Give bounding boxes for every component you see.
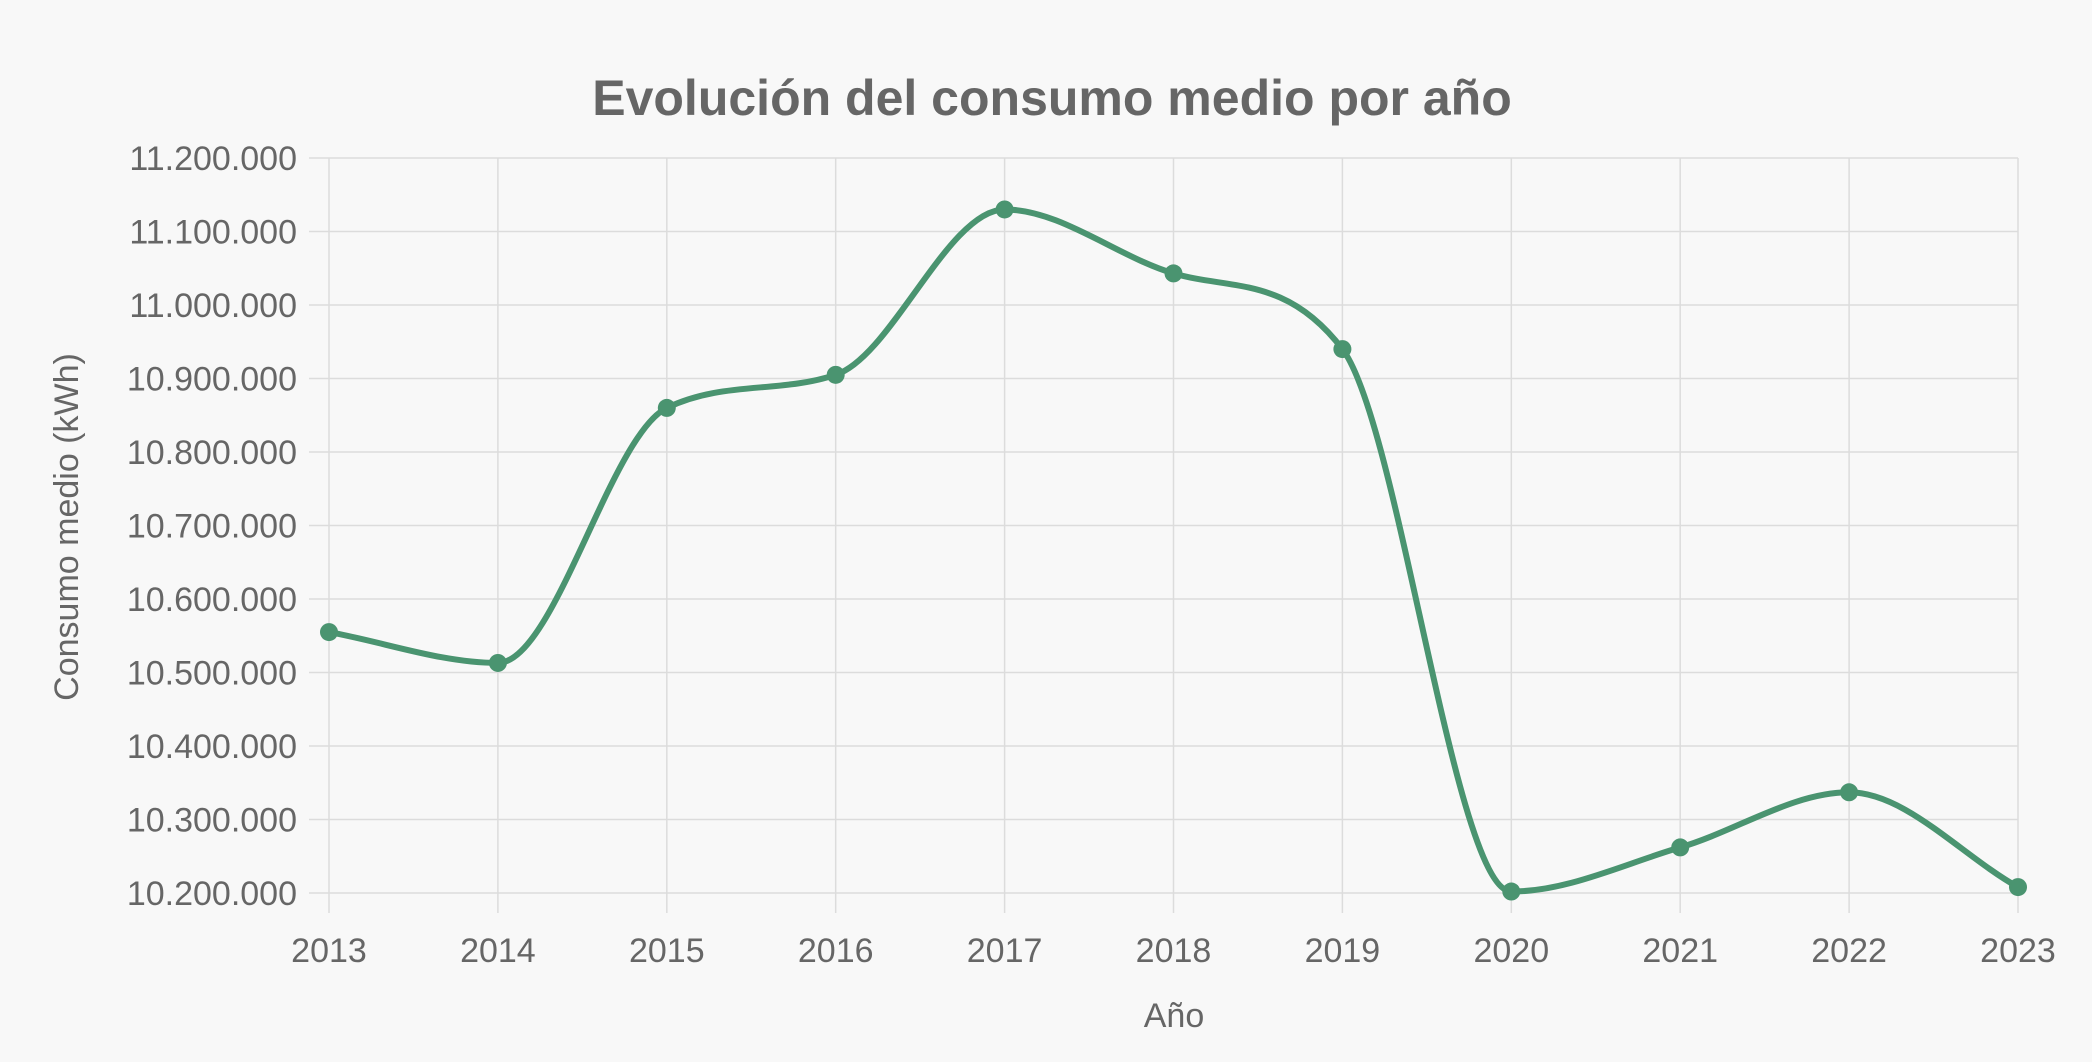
- y-tick-label: 10.200.000: [127, 875, 297, 913]
- x-tick-label: 2023: [1980, 932, 2056, 970]
- x-tick-label: 2017: [967, 932, 1043, 970]
- chart-title: Evolución del consumo medio por año: [592, 70, 1512, 126]
- x-tick-label: 2014: [460, 932, 536, 970]
- x-tick-label: 2018: [1136, 932, 1212, 970]
- x-tick-label: 2020: [1473, 932, 1549, 970]
- data-point: [320, 623, 338, 642]
- data-point: [657, 398, 676, 417]
- y-tick-label: 10.500.000: [127, 655, 297, 693]
- y-tick-label: 10.600.000: [127, 581, 297, 619]
- x-tick-label: 2015: [629, 932, 705, 970]
- series-line: [326, 206, 2021, 895]
- data-points: [320, 200, 2027, 901]
- y-tick-label: 10.900.000: [127, 361, 297, 399]
- data-point: [1840, 783, 1859, 802]
- data-point: [2009, 878, 2027, 897]
- y-tick-label: 11.200.000: [129, 140, 297, 178]
- x-tick-label: 2013: [291, 932, 367, 970]
- y-tick-label: 10.300.000: [127, 802, 297, 840]
- data-point: [995, 200, 1014, 219]
- data-point: [1671, 838, 1690, 857]
- data-point: [1333, 340, 1352, 359]
- x-axis-title: Año: [1144, 997, 1205, 1035]
- x-axis-ticks: 2013 2014 2015 2016 2017 2018 2019 2020 2021 2022…: [291, 932, 2056, 970]
- y-axis-ticks: 11.200.000 11.100.000 11.000.000 10.900.000…: [127, 140, 297, 913]
- y-tick-label: 10.700.000: [127, 508, 297, 546]
- y-tick-label: 10.800.000: [127, 434, 297, 472]
- x-tick-label: 2021: [1642, 932, 1718, 970]
- y-tick-label: 11.100.000: [129, 214, 297, 252]
- data-point: [1502, 882, 1521, 901]
- y-tick-label: 10.400.000: [127, 728, 297, 766]
- y-tick-label: 11.000.000: [129, 287, 297, 325]
- x-tick-label: 2022: [1811, 932, 1887, 970]
- data-point: [1164, 264, 1183, 283]
- data-point: [488, 653, 507, 672]
- data-point: [826, 365, 845, 384]
- x-tick-label: 2019: [1305, 932, 1381, 970]
- x-tick-label: 2016: [798, 932, 874, 970]
- y-axis-title: Consumo medio (kWh): [48, 353, 86, 701]
